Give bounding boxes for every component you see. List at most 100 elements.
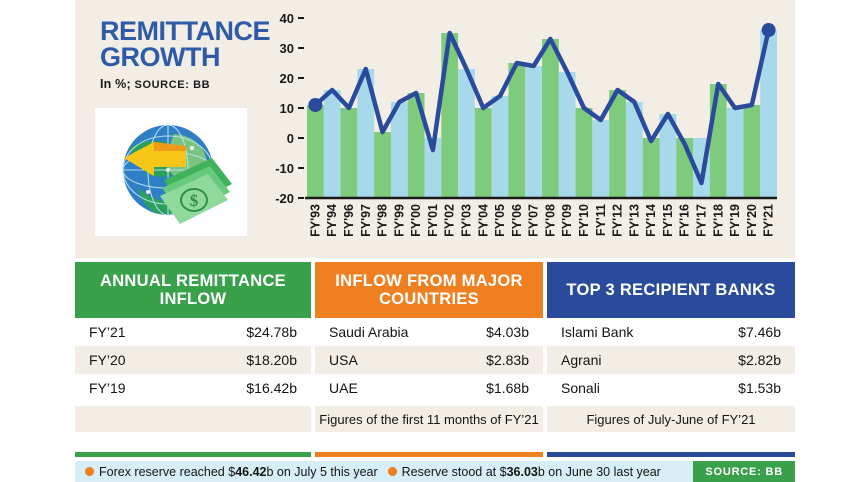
x-axis-label: FY'98 [376,204,390,237]
x-axis-label: FY'18 [711,204,725,237]
chart-svg: 40 30 20 10 0 -10 -20 FY'93 FY'94 FY'96 FY'97 FY'98… [275,11,777,237]
source-badge: SOURCE: BB [693,461,795,482]
chart-bar [575,108,593,198]
table-row: UAE $1.68b [315,374,543,402]
table-header-annual: ANNUAL REMITTANCE INFLOW [75,262,311,318]
x-axis-label: FY'11 [594,204,608,236]
row-value: $4.03b [486,324,529,340]
table-annual-remittance-inflow: ANNUAL REMITTANCE INFLOW FY’21 $24.78b F… [75,262,311,432]
y-axis-label: -10 [275,161,294,176]
table-row: Agrani $2.82b [547,346,795,374]
chart-bar [491,96,509,198]
row-label: Saudi Arabia [329,324,409,340]
x-axis-label: FY'03 [459,204,473,237]
chart-bar [323,90,341,198]
bar-blue [547,452,795,457]
x-axis-label: FY'94 [325,204,339,237]
chart-bar [625,102,643,198]
chart-panel: REMITTANCE GROWTH In %; SOURCE: BB [75,0,795,258]
table-row: Saudi Arabia $4.03b [315,318,543,346]
table-rows-banks: Islami Bank $7.46b Agrani $2.82b Sonali … [547,318,795,402]
illustration-box: $ [95,108,247,236]
table-header-label: TOP 3 RECIPIENT BANKS [566,281,776,299]
footer-note-1-post: b on July 5 this year [266,464,378,479]
row-label: FY’19 [89,380,126,396]
chart-bar [474,108,492,198]
globe-money-icon: $ [122,124,232,224]
x-axis-label: FY'09 [560,204,574,237]
chart-bar [592,120,610,198]
subtitle: In %; SOURCE: BB [100,77,285,91]
chart-bar [642,138,660,198]
x-axis-label: FY'20 [745,204,759,237]
table-note: Figures of the first 11 months of FY’21 [315,406,543,432]
table-note [75,406,311,432]
chart-bar [458,69,475,198]
x-axis-label: FY'19 [728,204,742,237]
chart-bar [407,93,425,198]
remittance-growth-chart: 40 30 20 10 0 -10 -20 FY'93 FY'94 FY'96 FY'97 FY'98… [265,8,785,254]
footer-color-bars [75,452,795,457]
row-label: FY’21 [89,324,126,340]
table-row: Islami Bank $7.46b [547,318,795,346]
source-note: SOURCE: BB [134,79,211,91]
table-rows-annual: FY’21 $24.78b FY’20 $18.20b FY’19 $16.42… [75,318,311,402]
table-inflow-from-major-countries: INFLOW FROM MAJOR COUNTRIES Saudi Arabia… [315,262,543,432]
footer-note-forex: Forex reserve reached $46.42 b on July 5 … [85,465,378,479]
chart-bar [508,63,526,198]
y-axis-label: 30 [280,41,294,56]
row-label: Islami Bank [561,324,634,340]
tables-section: ANNUAL REMITTANCE INFLOW FY’21 $24.78b F… [75,262,795,444]
chart-bar [525,66,542,198]
table-row: Sonali $1.53b [547,374,795,402]
row-value: $7.46b [738,324,781,340]
x-axis-label: FY'17 [694,204,708,237]
table-row: USA $2.83b [315,346,543,374]
y-axis-label: 0 [287,131,294,146]
chart-bar [307,105,324,198]
chart-bar [424,138,442,198]
x-axis-label: FY'21 [762,204,776,237]
footer-strip: Forex reserve reached $46.42 b on July 5 … [75,461,795,482]
table-header-label: ANNUAL REMITTANCE INFLOW [100,272,286,308]
page-title-line2: GROWTH [100,42,220,72]
x-axis-label: FY'10 [577,204,591,237]
x-axis-label: FY'96 [342,204,356,237]
chart-line-series [313,27,771,186]
row-value: $16.42b [246,380,297,396]
chart-bar [760,30,777,198]
footer-note-2-value: 36.03 [506,464,538,479]
chart-bar [374,132,391,198]
table-header-label: INFLOW FROM MAJOR COUNTRIES [335,272,523,308]
x-axis-label: FY'13 [627,204,641,237]
x-axis-label: FY'12 [611,204,625,237]
chart-endpoint-marker [308,98,323,112]
page-title-line1: REMITTANCE [100,16,271,46]
chart-bar [743,105,761,198]
y-axis-label: 40 [280,11,294,26]
footer-note-2-post: b on June 30 last year [537,464,661,479]
title-block: REMITTANCE GROWTH In %; SOURCE: BB [100,16,285,92]
x-axis-label: FY'14 [644,204,658,237]
row-label: FY’20 [89,352,126,368]
x-axis-label: FY'15 [661,204,675,237]
x-axis-label: FY'16 [678,204,692,237]
bar-orange [315,452,543,457]
x-axis-label: FY'05 [493,204,507,237]
x-axis-label: FY'04 [476,204,490,237]
table-note: Figures of July-June of FY’21 [547,406,795,432]
footer-note-1-pre: Forex reserve reached $ [99,464,236,479]
bullet-dot-icon [387,467,397,476]
table-row: FY’20 $18.20b [75,346,311,374]
bullet-dot-icon [85,467,94,476]
table-header-countries: INFLOW FROM MAJOR COUNTRIES [315,262,543,318]
row-label: USA [329,352,358,368]
row-value: $24.78b [246,324,297,340]
chart-bar [357,69,375,198]
row-value: $18.20b [246,352,297,368]
x-axis-label: FY'06 [510,204,524,237]
chart-bar [709,84,727,198]
y-axis-label: 10 [280,101,294,116]
footer-note-reserve: Reserve stood at $36.03 b on June 30 last… [387,464,661,479]
